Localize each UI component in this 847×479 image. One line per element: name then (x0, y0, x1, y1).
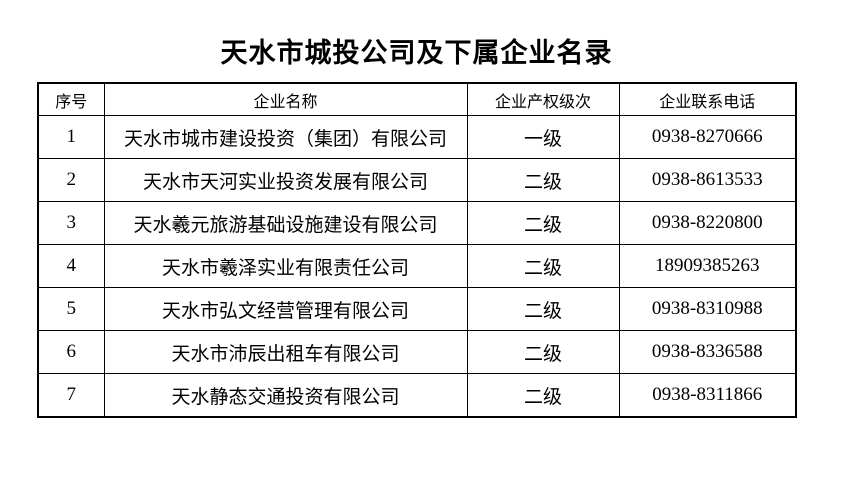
cell-phone: 0938-8336588 (618, 330, 797, 374)
table-row: 序号 企业名称 企业产权级次 企业联系电话 (37, 82, 797, 116)
cell-serial: 5 (37, 287, 105, 331)
table-row: 6 天水市沛辰出租车有限公司 二级 0938-8336588 (37, 330, 797, 374)
table-row: 7 天水静态交通投资有限公司 二级 0938-8311866 (37, 373, 797, 418)
cell-ownership-level: 二级 (466, 158, 620, 202)
cell-serial: 7 (37, 373, 105, 418)
cell-phone: 0938-8613533 (618, 158, 797, 202)
cell-phone: 0938-8310988 (618, 287, 797, 331)
cell-serial: 6 (37, 330, 105, 374)
cell-company-name: 天水市羲泽实业有限责任公司 (103, 244, 468, 288)
document-title: 天水市城投公司及下属企业名录 (220, 38, 613, 68)
cell-phone: 0938-8270666 (618, 115, 797, 159)
table-row: 4 天水市羲泽实业有限责任公司 二级 18909385263 (37, 244, 797, 288)
cell-ownership-level: 二级 (466, 244, 620, 288)
cell-serial: 1 (37, 115, 105, 159)
cell-ownership-level: 二级 (466, 201, 620, 245)
table-header-row: 序号 企业名称 企业产权级次 企业联系电话 (37, 82, 797, 116)
cell-company-name: 天水羲元旅游基础设施建设有限公司 (103, 201, 468, 245)
table-row: 5 天水市弘文经营管理有限公司 二级 0938-8310988 (37, 287, 797, 331)
cell-ownership-level: 一级 (466, 115, 620, 159)
table-row: 2 天水市天河实业投资发展有限公司 二级 0938-8613533 (37, 158, 797, 202)
cell-serial: 3 (37, 201, 105, 245)
column-header-ownership-level: 企业产权级次 (466, 82, 620, 116)
cell-company-name: 天水市城市建设投资（集团）有限公司 (103, 115, 468, 159)
cell-serial: 4 (37, 244, 105, 288)
column-header-serial: 序号 (37, 82, 105, 116)
column-header-phone: 企业联系电话 (618, 82, 797, 116)
cell-ownership-level: 二级 (466, 287, 620, 331)
cell-phone: 0938-8220800 (618, 201, 797, 245)
column-header-company-name: 企业名称 (103, 82, 468, 116)
cell-company-name: 天水市天河实业投资发展有限公司 (103, 158, 468, 202)
cell-ownership-level: 二级 (466, 373, 620, 418)
cell-company-name: 天水市沛辰出租车有限公司 (103, 330, 468, 374)
enterprise-directory-table: 序号 企业名称 企业产权级次 企业联系电话 1 天水市城市建设投资（集团）有限公… (37, 82, 797, 418)
table-row: 1 天水市城市建设投资（集团）有限公司 一级 0938-8270666 (37, 115, 797, 159)
cell-serial: 2 (37, 158, 105, 202)
cell-phone: 18909385263 (618, 244, 797, 288)
cell-company-name: 天水市弘文经营管理有限公司 (103, 287, 468, 331)
cell-phone: 0938-8311866 (618, 373, 797, 418)
cell-company-name: 天水静态交通投资有限公司 (103, 373, 468, 418)
table-row: 3 天水羲元旅游基础设施建设有限公司 二级 0938-8220800 (37, 201, 797, 245)
cell-ownership-level: 二级 (466, 330, 620, 374)
